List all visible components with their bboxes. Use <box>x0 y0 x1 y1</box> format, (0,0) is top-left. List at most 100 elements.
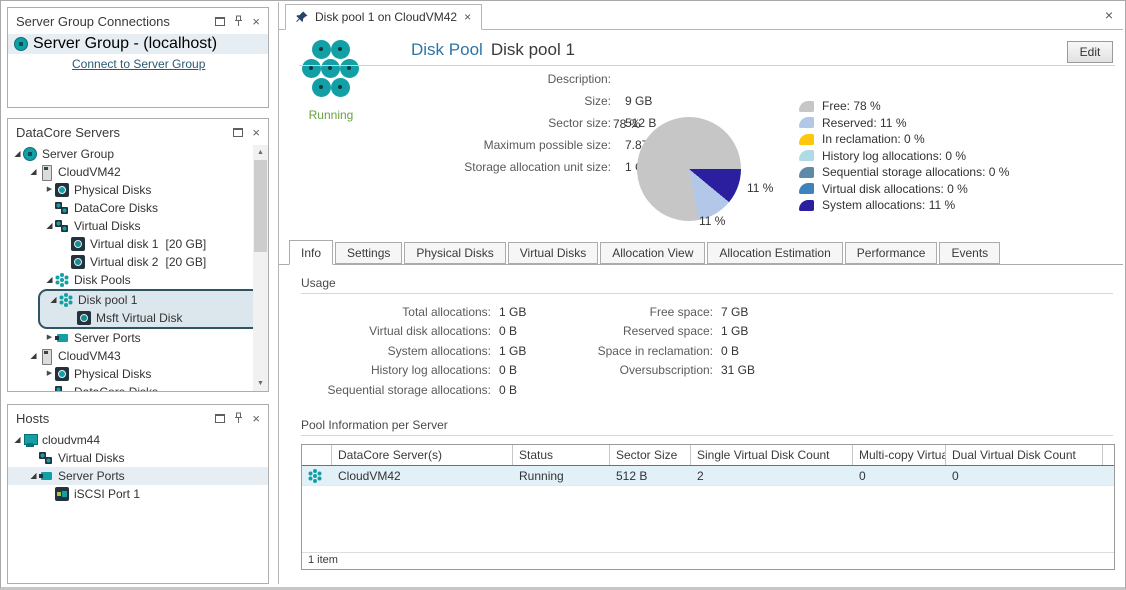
expander-icon[interactable]: ◢ <box>30 471 37 480</box>
tab-close-icon[interactable]: × <box>464 10 472 24</box>
expander-icon[interactable]: ▶ <box>46 370 53 377</box>
tab-physical-disks[interactable]: Physical Disks <box>404 242 506 264</box>
tree-item-label: Physical Disks <box>74 183 152 197</box>
legend-swatch <box>799 133 814 145</box>
pie-callout-free: 78 % <box>613 117 641 131</box>
connect-to-server-group-link[interactable]: Connect to Server Group <box>72 57 206 71</box>
document-tab-disk-pool-1[interactable]: Disk pool 1 on CloudVM42 × <box>285 4 483 30</box>
tree-item-virtual-disk-1[interactable]: Virtual disk 1 [20 GB] <box>8 235 268 253</box>
tree-item-iscsi-port-1[interactable]: iSCSI Port 1 <box>8 485 268 503</box>
disk-pool-icon <box>308 469 322 483</box>
expander-icon[interactable]: ▶ <box>46 186 53 193</box>
usage-right-column: Free space: 7 GB Reserved space: 1 GB Spac… <box>523 302 755 380</box>
table-item-count: 1 item <box>302 552 1114 569</box>
tab-performance[interactable]: Performance <box>844 242 938 264</box>
pushpin-icon[interactable] <box>296 11 308 23</box>
tree-item-host-virtual-disks[interactable]: Virtual Disks <box>8 449 268 467</box>
close-icon[interactable]: × <box>252 410 260 426</box>
tab-events[interactable]: Events <box>939 242 1001 264</box>
expander-icon[interactable]: ◢ <box>30 351 37 360</box>
column-header-status[interactable]: Status <box>513 445 610 465</box>
expander-icon[interactable]: ◢ <box>50 295 57 304</box>
column-header-dual-count[interactable]: Dual Virtual Disk Count <box>946 445 1103 465</box>
restore-icon[interactable] <box>233 127 244 137</box>
restore-icon[interactable] <box>215 16 226 26</box>
tab-virtual-disks[interactable]: Virtual Disks <box>507 242 599 264</box>
legend-label: Sequential storage allocations: 0 % <box>822 165 1010 180</box>
edit-button[interactable]: Edit <box>1067 41 1113 63</box>
tab-allocation-view[interactable]: Allocation View <box>600 242 706 264</box>
column-header-server[interactable]: DataCore Server(s) <box>332 445 513 465</box>
column-header-single-count[interactable]: Single Virtual Disk Count <box>691 445 853 465</box>
field-label: Storage allocation unit size: <box>464 160 611 174</box>
expander-icon[interactable]: ◢ <box>30 167 37 176</box>
tree-item-physical-disks[interactable]: ▶ Physical Disks <box>8 181 268 199</box>
expander-icon[interactable]: ◢ <box>14 149 21 158</box>
tree-item-disk-pool-1-selected[interactable]: ◢ Disk pool 1 <box>40 291 260 309</box>
tree-item-label: Msft Virtual Disk <box>96 311 183 325</box>
tree-item-datacore-disks[interactable]: DataCore Disks <box>8 199 268 217</box>
disk-size-label: [20 GB] <box>165 255 207 269</box>
column-header-sector-size[interactable]: Sector Size <box>610 445 691 465</box>
scroll-up-icon[interactable]: ▲ <box>257 149 264 156</box>
server-group-localhost-row[interactable]: Server Group - (localhost) <box>8 34 268 54</box>
scrollbar-thumb[interactable] <box>254 160 267 252</box>
tree-item-msft-virtual-disk[interactable]: Msft Virtual Disk <box>40 309 260 327</box>
disk-pool-icon <box>59 293 73 307</box>
scroll-down-icon[interactable]: ▼ <box>257 380 264 387</box>
panel-hosts: Hosts × ◢ cloudvm44 Virtual Disks ◢ Ser <box>7 404 269 584</box>
tree-item-virtual-disk-2[interactable]: Virtual disk 2 [20 GB] <box>8 253 268 271</box>
expander-icon[interactable]: ▶ <box>46 334 53 341</box>
tree-scrollbar[interactable]: ▲ ▼ <box>253 145 268 391</box>
tree-item-label: Server Ports <box>58 469 125 483</box>
tree-item-physical-disks-vm43[interactable]: ▶ Physical Disks <box>8 365 268 383</box>
usage-section-title: Usage <box>301 276 336 290</box>
field-value: 9 GB <box>625 94 653 108</box>
cell-dual-count: 0 <box>952 468 959 483</box>
tree-item-virtual-disks[interactable]: ◢ Virtual Disks <box>8 217 268 235</box>
tree-item-server-group[interactable]: ◢ Server Group <box>8 145 268 163</box>
legend-swatch <box>799 183 814 195</box>
tree-item-host-server-ports[interactable]: ◢ Server Ports <box>8 467 268 485</box>
tree-item-label: cloudvm44 <box>42 433 101 447</box>
tree-item-cloudvm43[interactable]: ◢ CloudVM43 <box>8 347 268 365</box>
usage-label: Free space: <box>649 304 713 319</box>
tree-item-cloudvm42[interactable]: ◢ CloudVM42 <box>8 163 268 181</box>
host-monitor-icon <box>23 433 38 447</box>
expander-icon[interactable]: ◢ <box>46 275 53 284</box>
field-label: Maximum possible size: <box>483 138 611 152</box>
table-row[interactable]: CloudVM42 Running 512 B 2 0 0 <box>302 466 1114 486</box>
tree-item-disk-pools[interactable]: ◢ Disk Pools <box>8 271 268 289</box>
restore-icon[interactable] <box>215 413 226 423</box>
field-label: Description: <box>547 72 611 86</box>
cell-server: CloudVM42 <box>338 468 401 483</box>
tree-item-label: Server Group <box>42 147 115 161</box>
icon-column-header[interactable] <box>302 445 332 465</box>
tree-item-datacore-disks-vm43[interactable]: DataCore Disks <box>8 383 268 391</box>
usage-value: 7 GB <box>721 304 749 319</box>
window-close-icon[interactable]: × <box>1104 7 1113 23</box>
tree-item-label: Server Ports <box>74 331 141 345</box>
close-icon[interactable]: × <box>252 13 260 29</box>
usage-value: 1 GB <box>721 324 749 339</box>
tab-info[interactable]: Info <box>289 240 334 265</box>
document-tab-title: Disk pool 1 on CloudVM42 <box>315 10 458 24</box>
panel-server-group-connections: Server Group Connections × Server Group … <box>7 7 269 108</box>
tree-item-cloudvm44[interactable]: ◢ cloudvm44 <box>8 431 268 449</box>
legend-swatch <box>799 100 814 112</box>
tree-item-label: Virtual disk 2 <box>90 255 159 269</box>
pin-icon[interactable] <box>234 412 243 424</box>
expander-icon[interactable]: ◢ <box>46 221 53 230</box>
tree-item-server-ports[interactable]: ▶ Server Ports <box>8 329 268 347</box>
tab-allocation-estimation[interactable]: Allocation Estimation <box>707 242 843 264</box>
tab-settings[interactable]: Settings <box>335 242 403 264</box>
tree-item-label: CloudVM42 <box>58 165 121 179</box>
cell-multi-count: 0 <box>859 468 866 483</box>
cell-sector-size: 512 B <box>616 468 648 483</box>
pin-icon[interactable] <box>234 15 243 27</box>
datacore-servers-tree: ◢ Server Group ◢ CloudVM42 ▶ Physical Di… <box>8 145 268 391</box>
expander-icon[interactable]: ◢ <box>14 435 21 444</box>
column-header-multi-count[interactable]: Multi-copy Virtual Dis... <box>853 445 946 465</box>
tree-item-label: CloudVM43 <box>58 349 121 363</box>
close-icon[interactable]: × <box>252 124 260 140</box>
